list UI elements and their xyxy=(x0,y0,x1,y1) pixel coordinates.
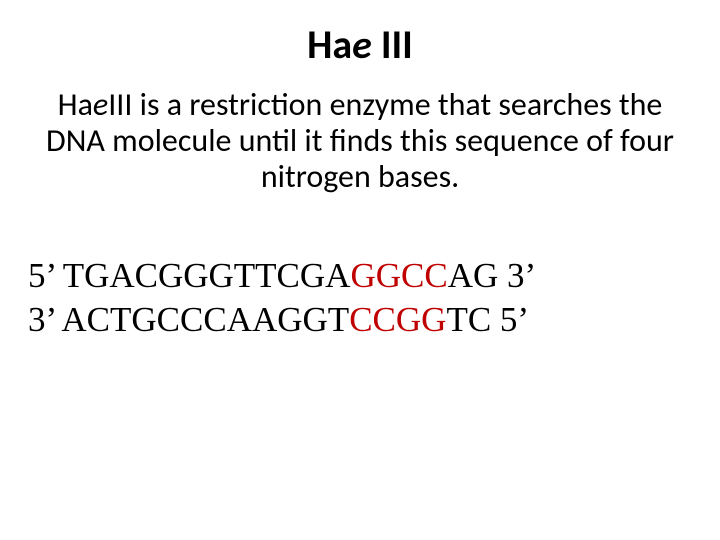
seq2-right-label: 5’ xyxy=(491,300,529,339)
desc-rest: is a restriction enzyme that searches th… xyxy=(46,85,674,196)
seq2-post: TC xyxy=(446,300,491,339)
seq1-right-label: 3’ xyxy=(498,256,536,295)
desc-lead-prefix: Ha xyxy=(58,85,93,124)
seq1-pre: TGACGGGTTCGA xyxy=(63,256,351,295)
sequence-line-2: 3’ ACTGCCCAAGGTCCGGTC 5’ xyxy=(28,298,692,342)
seq1-left-label: 5’ xyxy=(28,256,63,295)
seq1-post: AG xyxy=(448,256,499,295)
sequence-line-1: 5’ TGACGGGTTCGAGGCCAG 3’ xyxy=(28,254,692,298)
description: HaeIII is a restriction enzyme that sear… xyxy=(38,87,682,194)
sequence-block: 5’ TGACGGGTTCGAGGCCAG 3’ 3’ ACTGCCCAAGGT… xyxy=(28,254,692,342)
seq2-highlight: CCGG xyxy=(349,300,446,339)
slide: Hae III HaeIII is a restriction enzyme t… xyxy=(0,0,720,540)
title-italic: e xyxy=(352,20,372,69)
seq1-highlight: GGCC xyxy=(350,256,447,295)
desc-lead-suffix: III xyxy=(108,85,132,124)
seq2-left-label: 3’ xyxy=(28,300,61,339)
title-prefix: Ha xyxy=(307,20,352,69)
desc-lead-italic: e xyxy=(93,85,108,124)
title-suffix: III xyxy=(372,20,413,69)
seq2-pre: ACTGCCCAAGGT xyxy=(61,300,349,339)
slide-title: Hae III xyxy=(28,20,692,69)
